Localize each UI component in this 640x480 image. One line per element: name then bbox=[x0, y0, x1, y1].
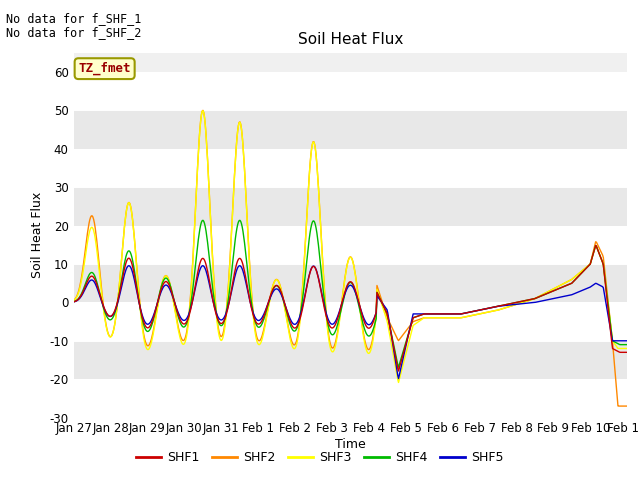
X-axis label: Time: Time bbox=[335, 438, 366, 451]
Bar bbox=[74, 341, 627, 379]
Bar bbox=[74, 264, 627, 302]
Bar bbox=[74, 149, 627, 187]
Bar bbox=[74, 302, 627, 341]
Bar bbox=[74, 379, 627, 418]
Bar bbox=[74, 72, 627, 110]
Title: Soil Heat Flux: Soil Heat Flux bbox=[298, 33, 403, 48]
Text: No data for f_SHF_2: No data for f_SHF_2 bbox=[6, 26, 142, 39]
Bar bbox=[74, 226, 627, 264]
Y-axis label: Soil Heat Flux: Soil Heat Flux bbox=[31, 192, 44, 278]
Text: TZ_fmet: TZ_fmet bbox=[78, 62, 131, 75]
Bar bbox=[74, 187, 627, 226]
Bar bbox=[74, 110, 627, 149]
Text: No data for f_SHF_1: No data for f_SHF_1 bbox=[6, 12, 142, 25]
Legend: SHF1, SHF2, SHF3, SHF4, SHF5: SHF1, SHF2, SHF3, SHF4, SHF5 bbox=[131, 446, 509, 469]
